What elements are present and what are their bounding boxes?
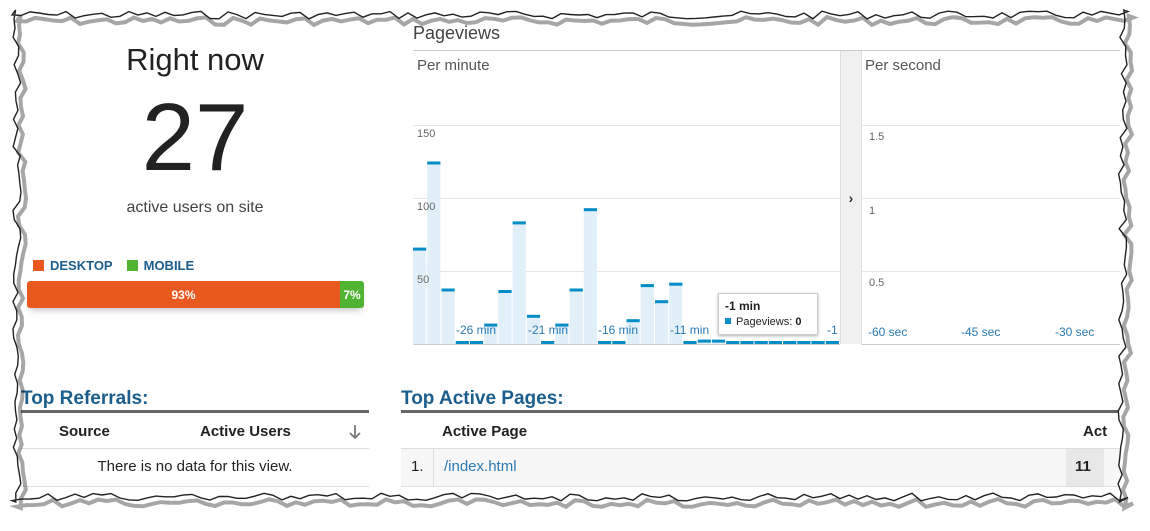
x-tick-11min: -11 min — [670, 323, 710, 337]
ps-y-tick-1-5: 1.5 — [869, 131, 885, 143]
legend-mobile-swatch — [126, 260, 138, 271]
bar-cap — [455, 341, 469, 344]
bar-cap — [583, 208, 597, 212]
active-pages-row-bottom — [401, 486, 1120, 487]
active-pages-col-page[interactable]: Active Page — [442, 423, 528, 440]
x-tick-16min: -16 min — [598, 323, 639, 337]
bar-cap — [726, 341, 740, 344]
x-tick-26min: -26 min — [456, 323, 497, 337]
tooltip-value: 0 — [795, 316, 802, 328]
bar[interactable] — [413, 247, 427, 344]
ps-y-tick-1: 1 — [869, 205, 876, 217]
bar-cap — [526, 314, 541, 318]
bar-cap — [711, 339, 726, 343]
bar-cap — [783, 341, 797, 344]
top-active-pages-title: Top Active Pages: — [401, 388, 564, 409]
bar-cap — [754, 341, 768, 344]
referrals-row-bottom — [21, 486, 369, 487]
bar[interactable] — [441, 288, 455, 345]
bar-cap — [669, 282, 683, 286]
y-tick-150: 150 — [417, 128, 436, 140]
bar[interactable] — [655, 300, 669, 344]
bar[interactable] — [569, 288, 583, 345]
chart-tooltip: -1 min Pageviews: 0 — [718, 293, 818, 335]
bar-cap — [441, 288, 455, 292]
legend-mobile-label: MOBILE — [143, 258, 195, 273]
bar-cap — [512, 221, 526, 225]
bar-cap — [797, 341, 811, 344]
bar-cap — [541, 341, 555, 344]
bar-cap — [413, 247, 427, 251]
device-legend: DESKTOP MOBILE — [33, 258, 194, 273]
bar-cap — [683, 341, 697, 344]
pageviews-title: Pageviews — [413, 23, 501, 43]
referrals-col-source[interactable]: Source — [59, 423, 110, 440]
per-second-label: Per second — [865, 57, 941, 74]
bar-cap — [825, 341, 839, 344]
bar-cap — [740, 341, 754, 344]
bar-cap — [569, 288, 583, 292]
bar[interactable] — [640, 284, 654, 344]
bar-cap — [768, 341, 782, 344]
right-now-title: Right now — [126, 42, 264, 77]
bar-cap — [626, 319, 640, 323]
y-tick-50: 50 — [417, 274, 430, 286]
device-split-bar: 93% 7% — [27, 281, 364, 308]
ps-x-tick-60: -60 sec — [868, 325, 908, 339]
bar[interactable] — [427, 161, 441, 345]
referrals-col-active-users[interactable]: Active Users — [200, 423, 291, 440]
referrals-empty-text: There is no data for this view. — [97, 458, 293, 475]
ps-axis-baseline — [861, 344, 1120, 345]
desktop-segment: 93% — [27, 281, 340, 308]
legend-desktop-label: DESKTOP — [50, 258, 113, 273]
chevron-right-icon: › — [848, 189, 854, 206]
legend-desktop-swatch — [33, 260, 44, 271]
bar-cap — [612, 341, 626, 344]
legend-mobile: MOBILE — [126, 258, 195, 273]
active-users-subtitle: active users on site — [126, 199, 264, 216]
row-index: 1. — [411, 458, 424, 475]
ps-x-tick-30: -30 sec — [1055, 325, 1095, 339]
bar[interactable] — [498, 290, 512, 344]
ps-grid-line-1 — [861, 125, 1120, 126]
x-tick-1min: -1 — [827, 323, 838, 337]
mobile-segment: 7% — [340, 281, 364, 308]
y-tick-100: 100 — [417, 201, 436, 213]
arrow-down-icon[interactable] — [348, 424, 362, 440]
bar[interactable] — [512, 221, 526, 344]
bar-cap — [498, 290, 512, 293]
row-index-divider — [433, 449, 434, 486]
pane-toggle-button[interactable]: › — [840, 51, 862, 344]
ps-y-tick-0-5: 0.5 — [869, 277, 885, 289]
ps-grid-line-3 — [861, 271, 1120, 272]
active-page-link[interactable]: /index.html — [444, 458, 517, 475]
referrals-header-rule — [21, 410, 369, 413]
tooltip-series: Pageviews — [736, 316, 790, 328]
tooltip-title: -1 min — [725, 299, 761, 313]
bar-cap — [427, 161, 441, 165]
legend-desktop: DESKTOP — [33, 258, 113, 273]
bar[interactable] — [583, 208, 597, 344]
x-tick-21min: -21 min — [528, 323, 569, 337]
top-referrals-title: Top Referrals: — [21, 388, 149, 409]
ps-grid-line-2 — [861, 198, 1120, 199]
tooltip-value-row: Pageviews: 0 — [725, 316, 811, 328]
referrals-header-bottom — [21, 448, 369, 449]
active-page-users: 11 — [1075, 458, 1091, 475]
active-users-count: 27 — [141, 84, 249, 191]
ps-x-tick-45: -45 sec — [961, 325, 1001, 339]
bar-cap — [811, 341, 825, 344]
active-pages-header-rule — [401, 410, 1120, 413]
bar-cap — [655, 300, 669, 304]
bar-cap — [640, 284, 654, 288]
bar-cap — [598, 341, 612, 344]
active-pages-col-users[interactable]: Act — [1083, 423, 1108, 440]
tooltip-swatch — [725, 318, 731, 324]
bar-cap — [697, 339, 711, 343]
bar-cap — [469, 341, 484, 344]
